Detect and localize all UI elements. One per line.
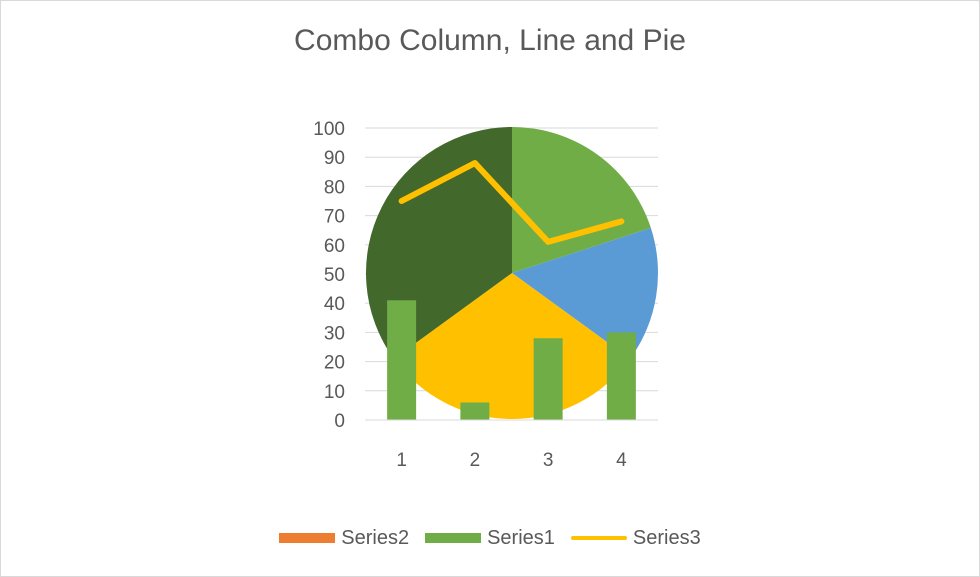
x-tick-label: 4 [616, 450, 627, 471]
legend: Series2 Series1 Series3 [0, 524, 980, 552]
legend-label-series2: Series2 [341, 526, 410, 549]
legend-swatch-series2 [279, 533, 336, 543]
y-tick-label: 90 [324, 148, 345, 169]
legend-label-series1: Series1 [487, 526, 555, 549]
x-tick-label: 1 [396, 450, 407, 471]
bar-2 [460, 402, 490, 420]
bar-4 [606, 332, 636, 420]
bar-3 [533, 338, 563, 420]
y-tick-label: 0 [334, 411, 345, 432]
y-tick-label: 40 [324, 294, 345, 315]
bar-1 [387, 300, 417, 420]
x-tick-label: 3 [543, 450, 554, 471]
y-tick-label: 50 [324, 265, 345, 286]
y-tick-label: 30 [324, 323, 345, 344]
pie-slice-2 [512, 227, 658, 359]
y-tick-label: 70 [324, 207, 345, 228]
y-tick-label: 60 [324, 236, 345, 257]
legend-entry-series3[interactable]: Series3 [570, 526, 701, 550]
legend-entry-series1[interactable]: Series1 [425, 527, 555, 550]
y-tick-label: 10 [324, 382, 345, 403]
pie-slice-3 [393, 273, 631, 419]
x-tick-label: 2 [470, 450, 481, 471]
legend-entry-series2[interactable]: Series2 [279, 527, 409, 550]
y-tick-label: 80 [324, 177, 345, 198]
legend-label-series3: Series3 [632, 526, 701, 549]
legend-swatch-series1 [425, 533, 482, 543]
y-tick-label: 100 [313, 119, 345, 140]
legend-swatch-series3 [570, 536, 627, 540]
series3-line [398, 160, 625, 245]
chart-title: Combo Column, Line and Pie [294, 24, 686, 57]
y-tick-label: 20 [324, 353, 345, 374]
